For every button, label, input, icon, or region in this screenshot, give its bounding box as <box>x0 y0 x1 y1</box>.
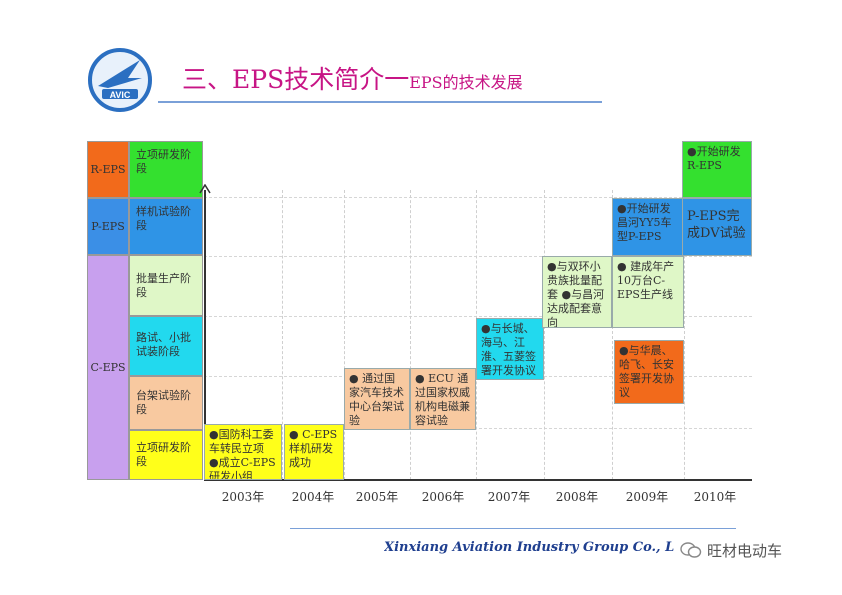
grid-line <box>204 316 752 317</box>
wechat-icon <box>680 541 702 559</box>
year-label: 2010年 <box>693 490 737 504</box>
logo-text: AVIC <box>110 90 131 100</box>
footer-company: Xinxiang Aviation Industry Group Co., Lt… <box>384 540 674 555</box>
stage-p-prototype: 样机试验阶段 <box>129 198 203 255</box>
title-main: 三、EPS技术简介一 <box>182 65 410 94</box>
type-p-eps-label: P-EPS <box>91 219 125 233</box>
year-label: 2006年 <box>421 490 465 504</box>
y-axis <box>204 190 206 480</box>
year-label: 2009年 <box>625 490 669 504</box>
type-c-eps-label: C-EPS <box>90 360 126 374</box>
stage-c-project: 立项研发阶段 <box>129 430 203 480</box>
type-c-eps: C-EPS <box>87 255 129 480</box>
x-axis <box>204 479 752 481</box>
event-2003: ●国防科工委车转民立项 ●成立C-EPS研发小组 <box>204 424 282 480</box>
year-label: 2007年 <box>487 490 531 504</box>
year-label: 2004年 <box>291 490 335 504</box>
grid-line <box>204 256 752 257</box>
y-axis-arrow-icon <box>199 184 211 194</box>
grid-line <box>410 190 411 480</box>
type-p-eps: P-EPS <box>87 198 129 255</box>
grid-line <box>544 190 545 480</box>
avic-logo-icon: AVIC <box>88 48 152 112</box>
stage-road-test: 路试、小批试装阶段 <box>129 316 203 376</box>
stage-r-project: 立项研发阶段 <box>129 141 203 198</box>
watermark-text: 旺材电动车 <box>707 541 783 560</box>
event-2004: ● C-EPS样机研发成功 <box>284 424 344 480</box>
event-2009-agreement: ●与华晨、哈飞、长安签署开发协议 <box>614 340 684 404</box>
event-2010-r-eps: ●开始研发R-EPS <box>682 141 752 198</box>
avic-logo: AVIC <box>88 48 152 112</box>
event-2005: ● 通过国家汽车技术中心台架试验 <box>344 368 410 430</box>
grid-line <box>204 197 752 198</box>
event-2007: ●与长城、海马、江淮、五菱签署开发协议 <box>476 318 544 380</box>
event-2006: ● ECU 通过国家权威机构电磁兼容试验 <box>410 368 476 430</box>
title-sub: EPS的技术发展 <box>409 73 523 92</box>
year-label: 2003年 <box>221 490 265 504</box>
stage-mass-production: 批量生产阶段 <box>129 255 203 316</box>
footer-line <box>290 528 736 529</box>
watermark: 旺材电动车 <box>680 538 830 562</box>
event-2009-production: ● 建成年产10万台C-EPS生产线 <box>612 256 684 328</box>
grid-line <box>344 190 345 480</box>
year-label: 2005年 <box>355 490 399 504</box>
type-r-eps: R-EPS <box>87 141 129 198</box>
year-label: 2008年 <box>555 490 599 504</box>
event-2010-dv-test: P-EPS完成DV试验 <box>682 198 752 256</box>
grid-line <box>612 190 613 480</box>
event-2008: ●与双环小贵族批量配套 ●与昌河达成配套意向 <box>542 256 612 328</box>
page-title: 三、EPS技术简介一EPS的技术发展 <box>182 60 602 96</box>
event-2009-p-eps: ●开始研发昌河YY5车型P-EPS <box>612 198 684 256</box>
grid-line <box>204 428 752 429</box>
grid-line <box>282 190 283 480</box>
grid-line <box>684 190 685 480</box>
stage-bench-test: 台架试验阶段 <box>129 376 203 430</box>
title-underline <box>158 101 602 103</box>
type-r-eps-label: R-EPS <box>90 162 126 176</box>
